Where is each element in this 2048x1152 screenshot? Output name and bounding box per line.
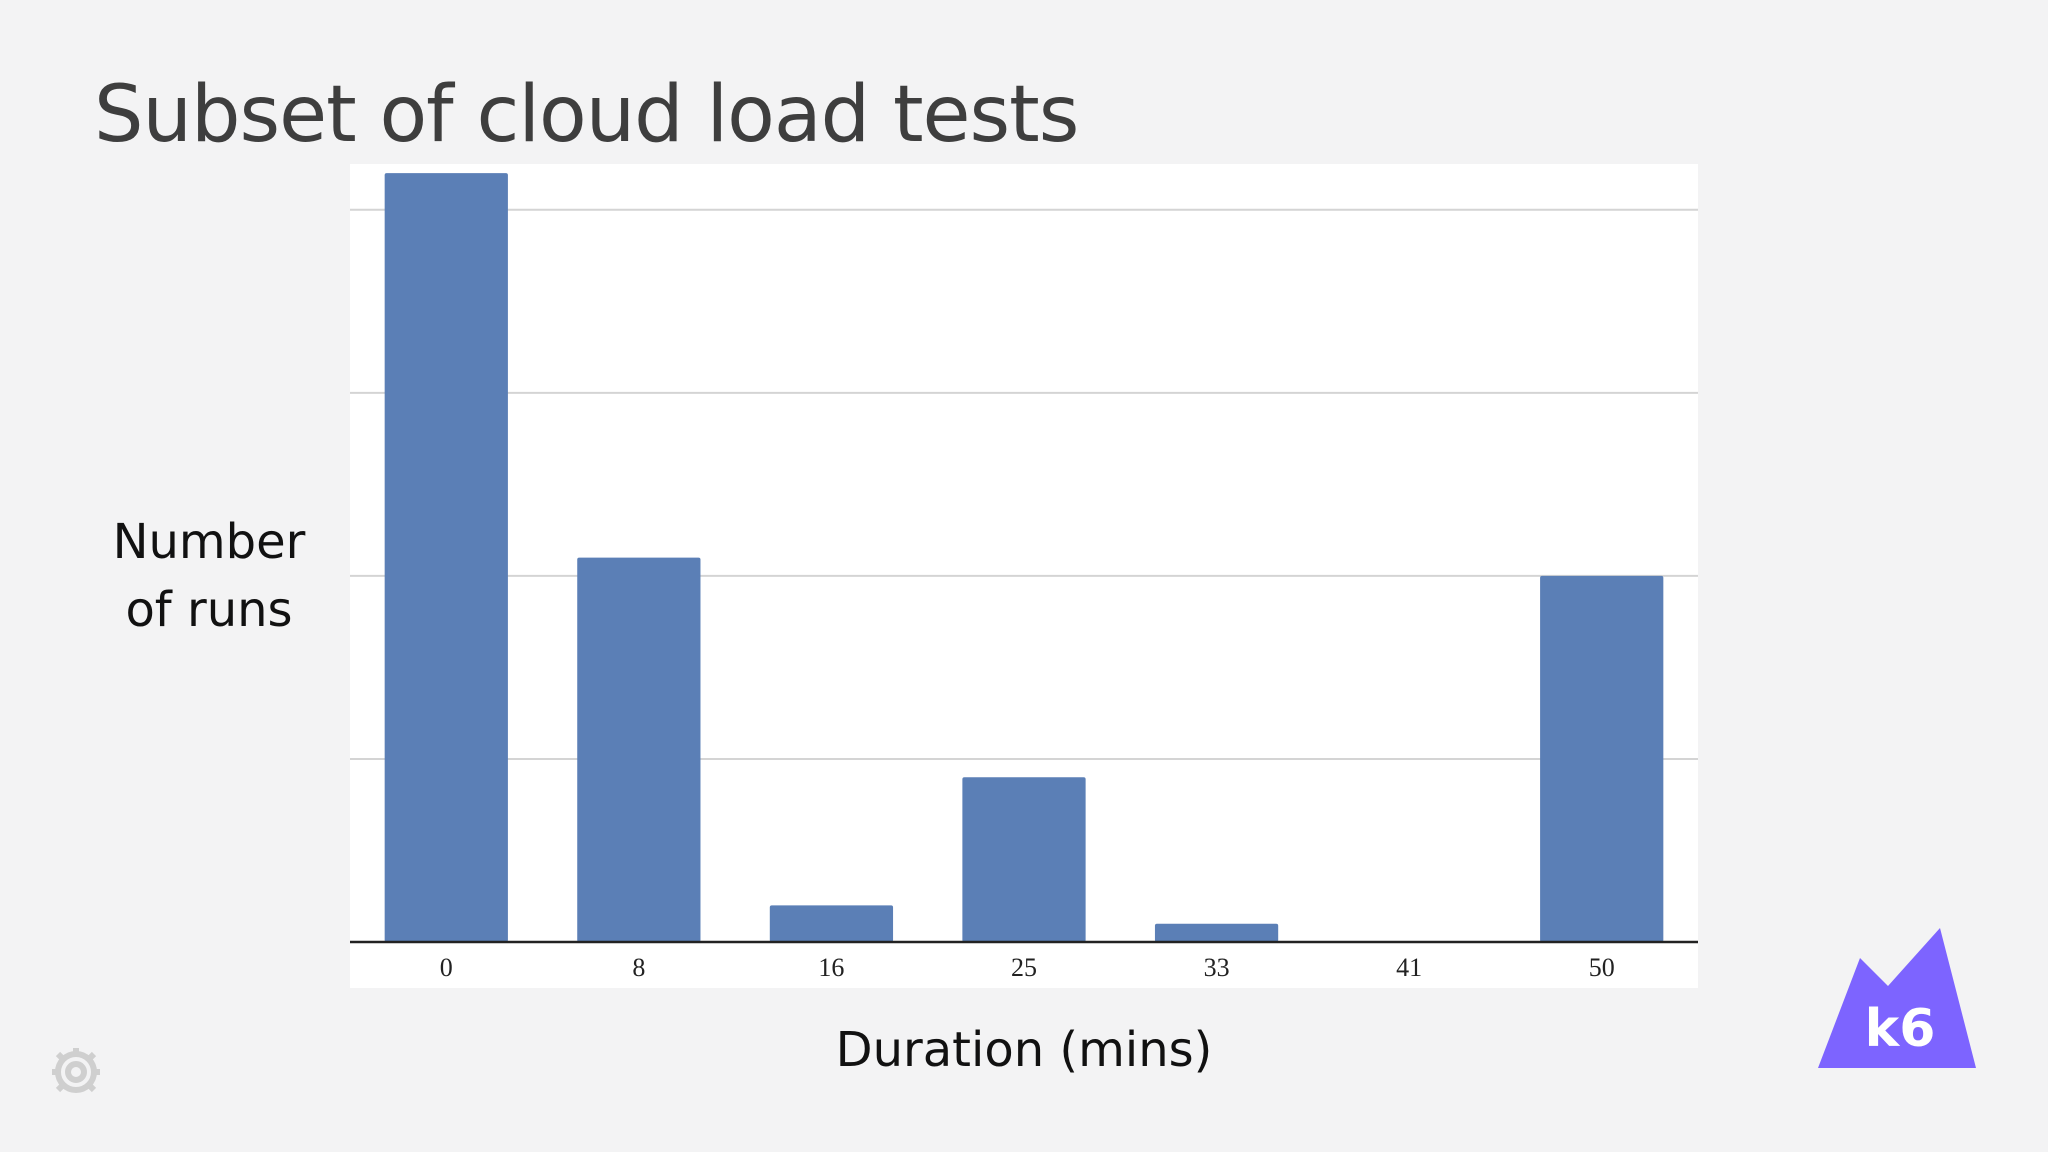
bar-8 bbox=[577, 557, 701, 942]
y-axis-label: Number of runs bbox=[92, 508, 326, 644]
chart-panel: 0 8 16 25 33 41 50 bbox=[350, 164, 1698, 988]
gridlines bbox=[350, 208, 1698, 760]
bars bbox=[384, 173, 1664, 942]
bar-33 bbox=[1154, 923, 1279, 942]
x-tick-label: 41 bbox=[1396, 953, 1422, 982]
x-tick-label: 33 bbox=[1204, 953, 1230, 982]
y-axis-label-line1: Number bbox=[112, 514, 306, 570]
slide-title: Subset of cloud load tests bbox=[94, 70, 1079, 160]
x-tick-labels: 0 8 16 25 33 41 50 bbox=[440, 953, 1615, 982]
x-tick-label: 50 bbox=[1589, 953, 1615, 982]
y-axis-label-line2: of runs bbox=[125, 582, 293, 638]
bar-16 bbox=[769, 905, 894, 942]
x-tick-label: 25 bbox=[1011, 953, 1037, 982]
bar-0 bbox=[384, 173, 508, 942]
k6-logo-icon: k6 bbox=[1818, 928, 1976, 1068]
bar-chart: 0 8 16 25 33 41 50 bbox=[350, 173, 1698, 982]
k6-logo-text: k6 bbox=[1865, 999, 1936, 1059]
bar-25 bbox=[962, 777, 1086, 942]
x-tick-label: 16 bbox=[818, 953, 844, 982]
x-tick-label: 8 bbox=[632, 953, 645, 982]
bar-50 bbox=[1540, 575, 1664, 942]
grafana-logo-icon bbox=[52, 1048, 100, 1093]
x-tick-label: 0 bbox=[440, 953, 453, 982]
x-axis-label: Duration (mins) bbox=[835, 1022, 1213, 1078]
